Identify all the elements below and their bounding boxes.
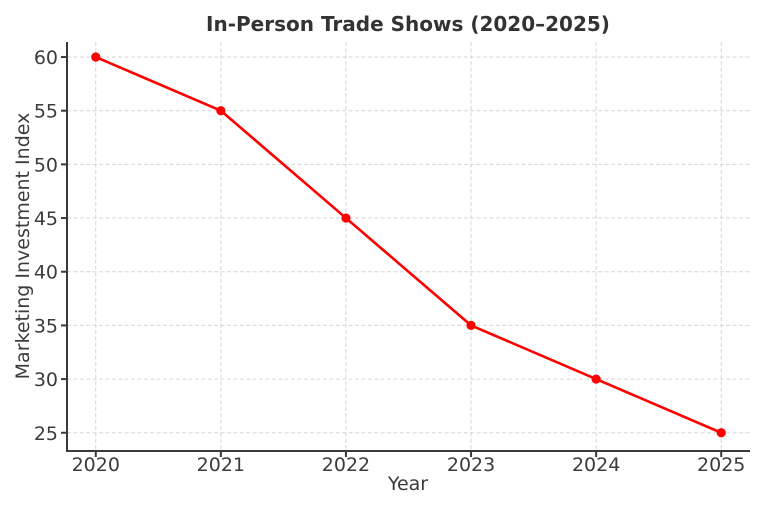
x-tick-label: 2020 [72,454,120,476]
x-tick-label: 2025 [697,454,745,476]
x-tick-label: 2021 [197,454,245,476]
x-tick-label: 2024 [572,454,620,476]
y-tick-label: 35 [34,315,58,337]
data-point-marker [591,374,601,384]
grid-layer [67,42,750,451]
data-point-marker [216,106,226,116]
data-line [94,55,723,435]
y-tick-label: 45 [34,208,58,230]
data-point-marker [91,52,101,62]
x-tick-label: 2022 [322,454,370,476]
chart-title: In-Person Trade Shows (2020–2025) [206,12,610,36]
data-point-marker [466,320,476,331]
data-point-marker [341,213,351,223]
y-tick-label: 25 [34,423,58,445]
series-layer [91,52,726,438]
y-tick-label: 40 [34,262,58,284]
x-tick-label: 2023 [447,454,495,476]
x-axis-title: Year [387,473,428,495]
axes-spines [66,42,750,452]
y-tick-label: 55 [34,101,58,123]
y-tick-label: 50 [34,154,58,176]
y-tick-label: 60 [34,47,58,69]
y-tick-label: 30 [34,369,58,391]
data-point-marker [716,428,726,438]
y-axis-title: Marketing Investment Index [12,113,34,380]
tick-layer: 2020 2021 2022 2023 2024 2025 25 30 35 40 45 50 55 60 [34,47,746,476]
